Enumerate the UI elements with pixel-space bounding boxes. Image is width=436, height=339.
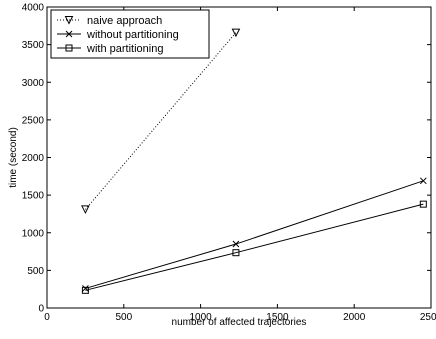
y-tick-label: 0 xyxy=(38,304,44,315)
legend-marker xyxy=(65,44,73,52)
legend-label: with partitioning xyxy=(86,43,163,55)
legend-label: without partitioning xyxy=(86,29,179,41)
x-axis-title: number of affected trajectories xyxy=(172,317,307,328)
data-point xyxy=(82,285,89,292)
legend-item: with partitioning xyxy=(57,43,163,55)
legend-label: naive approach xyxy=(87,15,162,27)
y-tick-label: 3500 xyxy=(22,40,45,51)
y-tick-label: 1500 xyxy=(22,191,45,202)
data-point xyxy=(81,205,90,215)
y-tick-label: 4000 xyxy=(22,3,45,14)
y-tick-label: 500 xyxy=(27,266,44,277)
y-tick-label: 2500 xyxy=(22,115,45,126)
series-2 xyxy=(81,200,427,294)
series-0 xyxy=(81,28,241,215)
series-1 xyxy=(82,177,427,292)
data-point xyxy=(419,200,427,208)
legend-marker xyxy=(65,30,73,38)
x-tick-label: 2500 xyxy=(420,312,436,323)
legend: naive approach without partitioning with p… xyxy=(50,9,210,59)
data-point xyxy=(81,286,89,294)
legend-item: without partitioning xyxy=(57,29,179,41)
series-line xyxy=(85,180,424,289)
x-tick-label: 1000 xyxy=(189,312,212,323)
x-tick-label: 0 xyxy=(44,312,50,323)
data-point xyxy=(232,249,240,257)
series-layer xyxy=(81,28,427,294)
series-line xyxy=(85,32,237,210)
y-tick-label: 1000 xyxy=(22,228,45,239)
data-point xyxy=(231,28,241,38)
x-tick-label: 2000 xyxy=(343,312,366,323)
y-tick-label: 2000 xyxy=(22,153,45,164)
y-axis-ticks: 0 500 1000 1500 2000 2500 3000 3500 4000 xyxy=(22,3,431,315)
x-axis-ticks: 0 500 1000 1500 2000 2500 xyxy=(44,7,436,323)
data-point xyxy=(232,240,240,248)
y-tick-label: 3000 xyxy=(22,78,45,89)
data-point xyxy=(419,177,427,185)
legend-item: naive approach xyxy=(57,15,162,27)
x-tick-label: 500 xyxy=(115,312,132,323)
y-axis-title: time (second) xyxy=(8,127,19,188)
legend-marker xyxy=(64,16,74,25)
x-tick-label: 1500 xyxy=(266,312,289,323)
series-line xyxy=(85,203,424,291)
